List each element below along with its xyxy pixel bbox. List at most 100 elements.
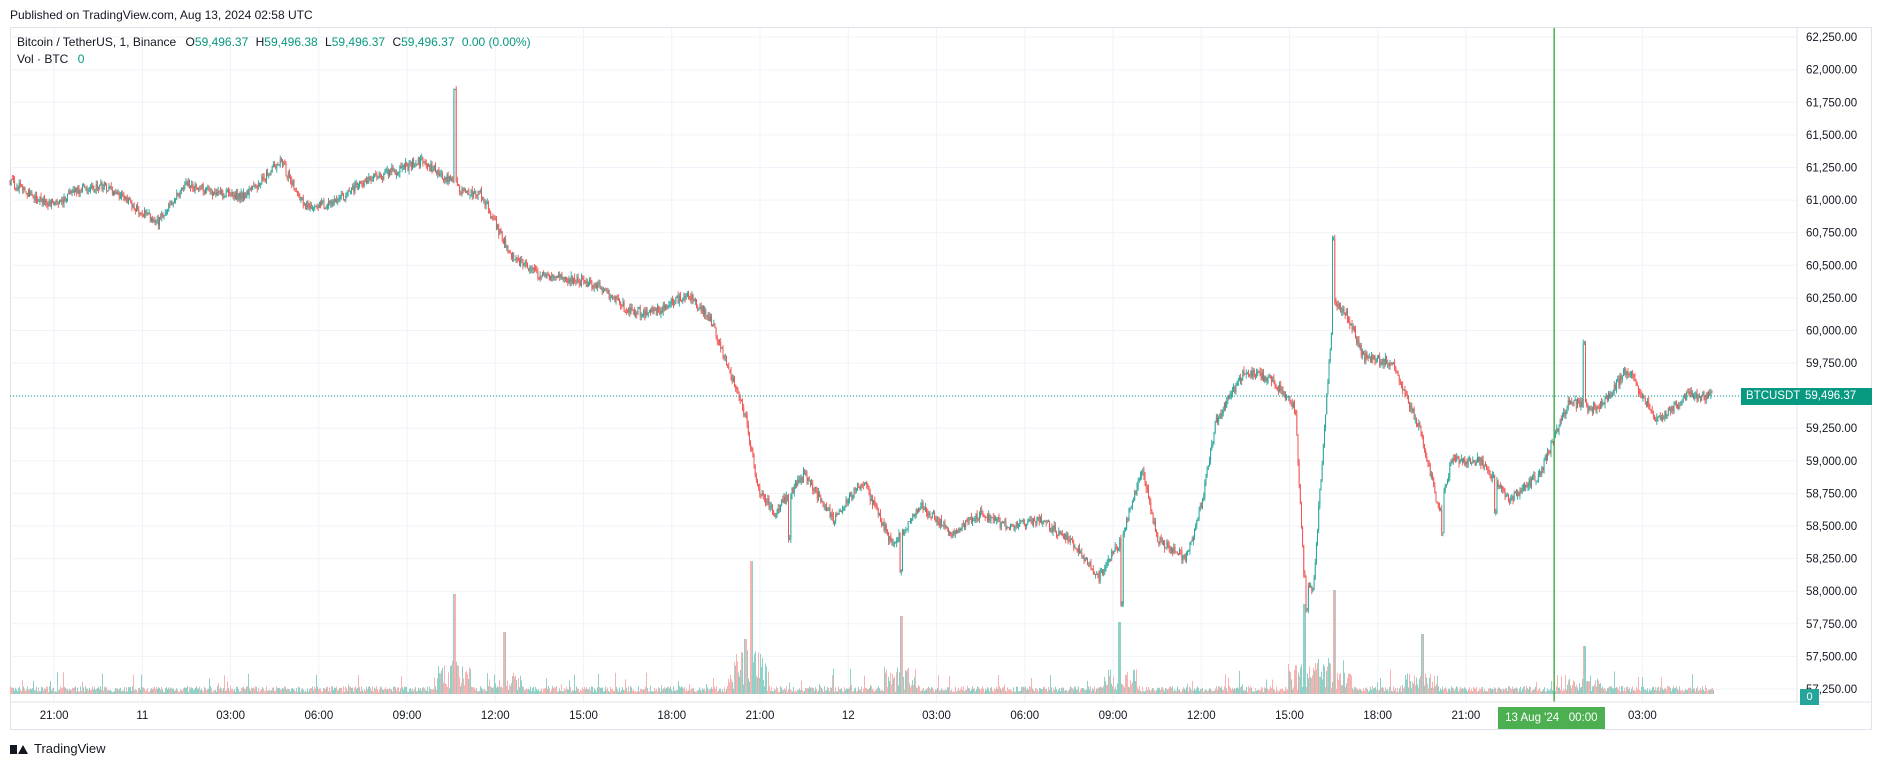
- candle-body: [819, 492, 821, 497]
- candle-body: [123, 195, 125, 200]
- volume-bar: [698, 690, 699, 694]
- volume-bar: [47, 686, 48, 694]
- volume-bar: [419, 689, 420, 694]
- volume-bar: [752, 561, 753, 694]
- candle-body: [1573, 400, 1575, 404]
- volume-bar: [721, 691, 722, 694]
- candle-body: [257, 183, 259, 189]
- candle-body: [559, 273, 561, 278]
- volume-bar: [745, 639, 746, 694]
- candle-body: [1481, 459, 1483, 466]
- candle-body: [215, 192, 217, 195]
- volume-bar: [1184, 688, 1185, 694]
- volume-bar: [1541, 691, 1542, 694]
- candle-body: [1105, 563, 1107, 568]
- candle-body: [1462, 458, 1463, 462]
- volume-bar: [1618, 689, 1619, 694]
- volume-bar: [372, 686, 373, 694]
- candle-body: [1381, 362, 1383, 365]
- candle-body: [860, 484, 862, 489]
- volume-bar: [835, 687, 836, 694]
- volume-bar: [1144, 691, 1145, 694]
- candle-body: [1218, 418, 1220, 423]
- candle-body: [843, 507, 845, 510]
- volume-bar: [78, 691, 79, 694]
- candle-body: [1204, 481, 1206, 497]
- volume-bar: [1529, 686, 1530, 694]
- candle-body: [169, 203, 171, 205]
- volume-bar: [771, 687, 772, 694]
- candle-body: [18, 182, 20, 190]
- candle-body: [393, 170, 395, 171]
- candle-body: [271, 166, 273, 172]
- volume-bar: [1174, 689, 1175, 694]
- volume-label[interactable]: Vol · BTC: [17, 52, 69, 66]
- candle-body: [749, 434, 750, 443]
- candle-body: [808, 477, 810, 480]
- volume-bar: [730, 674, 731, 694]
- candle-body: [1079, 547, 1080, 554]
- candle-body: [1243, 370, 1245, 374]
- volume-bar: [447, 687, 448, 694]
- volume-bar: [526, 688, 527, 694]
- volume-bar: [709, 689, 710, 694]
- volume-bar: [229, 690, 230, 694]
- candle-body: [1061, 532, 1063, 536]
- candle-body: [1613, 385, 1615, 392]
- volume-bar: [315, 688, 316, 694]
- volume-bar: [1694, 688, 1695, 694]
- volume-bar: [444, 665, 445, 694]
- candle-body: [361, 183, 363, 185]
- candle-body: [694, 299, 696, 301]
- candle-body: [1572, 402, 1574, 404]
- symbol-title[interactable]: Bitcoin / TetherUS, 1, Binance: [17, 35, 177, 49]
- candle-body: [369, 176, 371, 178]
- candle-body: [523, 264, 525, 267]
- candle-body: [888, 532, 890, 541]
- volume-bar: [368, 686, 369, 694]
- candle-body: [1402, 385, 1404, 391]
- volume-bar: [76, 691, 77, 694]
- volume-bar: [242, 687, 243, 694]
- volume-bar: [1539, 687, 1540, 694]
- volume-bar: [1313, 667, 1314, 694]
- candle-body: [87, 191, 89, 193]
- volume-bar: [1203, 691, 1204, 694]
- candle-body: [13, 179, 14, 181]
- candle-body: [1690, 391, 1692, 396]
- volume-bar: [365, 690, 366, 694]
- volume-bar: [865, 687, 866, 694]
- candle-body: [1688, 392, 1690, 394]
- volume-bar: [1141, 691, 1142, 694]
- last-price-tag: 59,496.37: [1800, 388, 1872, 406]
- candle-body: [1675, 401, 1677, 407]
- volume-bar: [530, 686, 531, 694]
- candle-body: [604, 290, 605, 292]
- candle-body: [340, 194, 342, 198]
- volume-bar: [56, 691, 57, 694]
- volume-bar: [1056, 689, 1057, 694]
- candle-body: [1524, 485, 1525, 489]
- volume-bar: [1332, 681, 1333, 694]
- volume-bar: [1244, 690, 1245, 694]
- footer-brand[interactable]: TradingView: [10, 741, 106, 756]
- time-tick-label: 09:00: [393, 710, 422, 722]
- candle-body: [1007, 527, 1009, 529]
- volume-bar: [670, 686, 671, 694]
- volume-bar: [170, 687, 171, 694]
- candle-body: [170, 202, 172, 204]
- volume-bar: [816, 688, 817, 694]
- candle-body: [1251, 371, 1253, 377]
- volume-bar: [389, 687, 390, 694]
- candle-body: [1436, 502, 1438, 504]
- volume-bar: [1459, 689, 1460, 694]
- candle-body: [401, 166, 403, 169]
- candle-body: [761, 493, 763, 495]
- volume-bar: [1069, 689, 1070, 694]
- volume-bar: [508, 689, 509, 694]
- volume-bar: [1426, 677, 1427, 694]
- candle-body: [1023, 520, 1025, 525]
- candle-body: [642, 315, 643, 316]
- candle-body: [822, 501, 824, 507]
